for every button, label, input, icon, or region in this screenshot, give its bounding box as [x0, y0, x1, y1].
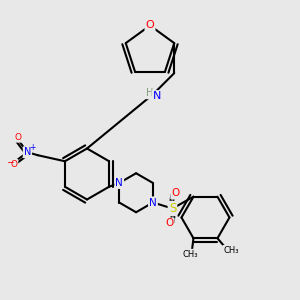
- Text: O: O: [165, 218, 174, 229]
- Text: N: N: [153, 91, 161, 101]
- Text: O: O: [146, 20, 154, 31]
- Text: O: O: [15, 133, 22, 142]
- Text: +: +: [30, 143, 36, 152]
- Text: N: N: [149, 197, 157, 208]
- Text: O: O: [11, 160, 17, 169]
- Text: CH₃: CH₃: [223, 246, 239, 255]
- Text: N: N: [24, 147, 31, 157]
- Text: O: O: [171, 188, 180, 199]
- Text: CH₃: CH₃: [183, 250, 198, 259]
- Text: S: S: [169, 202, 176, 215]
- Text: H: H: [146, 88, 153, 98]
- Text: N: N: [115, 178, 123, 188]
- Text: −: −: [6, 157, 13, 166]
